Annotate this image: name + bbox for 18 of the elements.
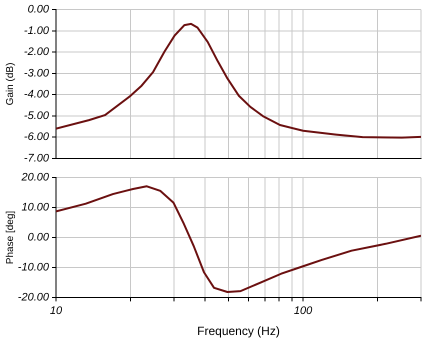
y-tick-label: -20.00 xyxy=(18,291,50,304)
y-axis-title: Phase [deg] xyxy=(4,210,16,264)
x-tick-label: 100 xyxy=(294,305,314,318)
x-axis-title: Frequency (Hz) xyxy=(197,324,280,338)
y-tick-label: -2.00 xyxy=(24,46,50,58)
y-tick-label: -10.00 xyxy=(18,262,50,274)
y-tick-label: -6.00 xyxy=(24,131,50,144)
y-tick-label: -3.00 xyxy=(24,67,50,80)
x-tick-label: 10 xyxy=(50,305,63,318)
y-tick-label: 0.00 xyxy=(28,232,50,244)
y-tick-label: -7.00 xyxy=(24,152,50,164)
y-axis-title: Gain (dB) xyxy=(4,62,16,106)
y-tick-label: 0.00 xyxy=(28,4,50,16)
y-tick-label: -5.00 xyxy=(24,110,50,122)
y-tick-label: 20.00 xyxy=(20,172,50,184)
y-tick-label: 10.00 xyxy=(21,202,50,214)
y-tick-label: -1.00 xyxy=(24,24,50,37)
y-tick-label: -4.00 xyxy=(24,88,50,101)
